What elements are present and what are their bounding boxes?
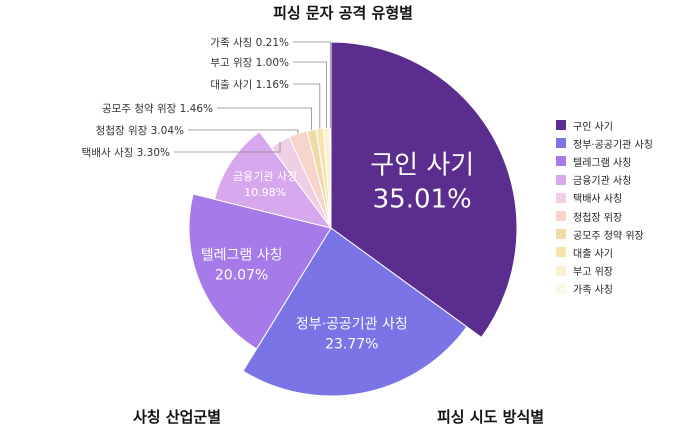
callout-line-10 bbox=[293, 41, 331, 128]
pie-slice-10 bbox=[329, 127, 332, 229]
callout-label-5: 택배사 사칭 3.30% bbox=[82, 147, 170, 159]
callout-label-10: 가족 사칭 0.21% bbox=[210, 37, 289, 49]
callout-line-6 bbox=[188, 129, 299, 134]
legend-label: 정부·공공기관 사칭 bbox=[573, 139, 653, 151]
callouts-layer: 택배사 사칭 3.30% 청첩장 위장 3.04% 공모주 청약 위장 1.46% 대… bbox=[82, 37, 331, 159]
pie-slice-1 bbox=[330, 41, 518, 339]
legend-label: 금융기관 사칭 bbox=[573, 176, 632, 188]
callout-line-9 bbox=[293, 61, 327, 129]
legend-swatch bbox=[556, 156, 566, 167]
pie-slice-2 bbox=[242, 227, 468, 397]
legend-label: 텔레그램 사칭 bbox=[573, 157, 632, 169]
legend-item-5: 택배사 사칭 bbox=[556, 189, 653, 207]
slice-value-1: 35.01% bbox=[373, 185, 472, 215]
legend-item-10: 가족 사칭 bbox=[556, 280, 653, 298]
slice-label-3: 텔레그램 사칭 bbox=[201, 248, 283, 264]
legend-item-7: 공모주 청약 위장 bbox=[556, 225, 653, 243]
callout-line-5 bbox=[174, 142, 281, 153]
legend-item-2: 정부·공공기관 사칭 bbox=[556, 134, 653, 152]
legend-swatch bbox=[556, 174, 566, 185]
callout-line-8 bbox=[293, 83, 321, 129]
callout-label-7: 공모주 청약 위장 1.46% bbox=[102, 102, 213, 115]
legend-swatch bbox=[556, 120, 566, 131]
legend-swatch bbox=[556, 265, 566, 276]
chart-title: 피싱 문자 공격 유형별 bbox=[273, 4, 413, 22]
legend-item-4: 금융기관 사칭 bbox=[556, 171, 653, 189]
legend-swatch bbox=[556, 211, 566, 222]
legend-item-6: 청첩장 위장 bbox=[556, 207, 653, 225]
slice-label-4: 금융기관 사칭 bbox=[233, 170, 297, 183]
legend-label: 청첩장 위장 bbox=[573, 212, 623, 224]
slices-layer bbox=[188, 41, 518, 397]
slice-value-3: 20.07% bbox=[215, 268, 268, 284]
tab-method[interactable]: 피싱 시도 방식별 bbox=[437, 408, 545, 426]
legend-label: 구인 사기 bbox=[573, 121, 613, 133]
legend-swatch bbox=[556, 247, 566, 258]
slice-label-2: 정부·공공기관 사칭 bbox=[296, 316, 408, 332]
tab-industry[interactable]: 사칭 산업군별 bbox=[133, 408, 222, 426]
slice-value-4: 10.98% bbox=[244, 186, 286, 199]
pie-slice-4 bbox=[213, 130, 333, 229]
callout-label-8: 대출 사기 1.16% bbox=[210, 79, 289, 91]
legend-label: 가족 사칭 bbox=[573, 285, 613, 297]
slice-label-1: 구인 사기 bbox=[370, 151, 474, 181]
legend-label: 택배사 사칭 bbox=[573, 194, 623, 206]
legend-swatch bbox=[556, 283, 566, 294]
legend-item-9: 부고 위장 bbox=[556, 262, 653, 280]
pie-slice-3 bbox=[188, 193, 332, 350]
legend-item-3: 텔레그램 사칭 bbox=[556, 152, 653, 170]
slice-value-2: 23.77% bbox=[325, 336, 378, 352]
callout-label-9: 부고 위장 1.00% bbox=[210, 56, 289, 69]
legend-item-1: 구인 사기 bbox=[556, 116, 653, 134]
legend-item-8: 대출 사기 bbox=[556, 243, 653, 261]
callout-line-7 bbox=[217, 107, 313, 130]
legend-label: 공모주 청약 위장 bbox=[573, 230, 644, 242]
callout-label-6: 청첩장 위장 3.04% bbox=[96, 124, 184, 137]
legend-swatch bbox=[556, 192, 566, 203]
legend-swatch bbox=[556, 138, 566, 149]
legend-label: 부고 위장 bbox=[573, 267, 613, 279]
legend-label: 대출 사기 bbox=[573, 248, 613, 260]
legend-swatch bbox=[556, 229, 566, 240]
labels-layer: 구인 사기 35.01% 정부·공공기관 사칭 23.77% 텔레그램 사칭 20.07%… bbox=[201, 151, 474, 353]
